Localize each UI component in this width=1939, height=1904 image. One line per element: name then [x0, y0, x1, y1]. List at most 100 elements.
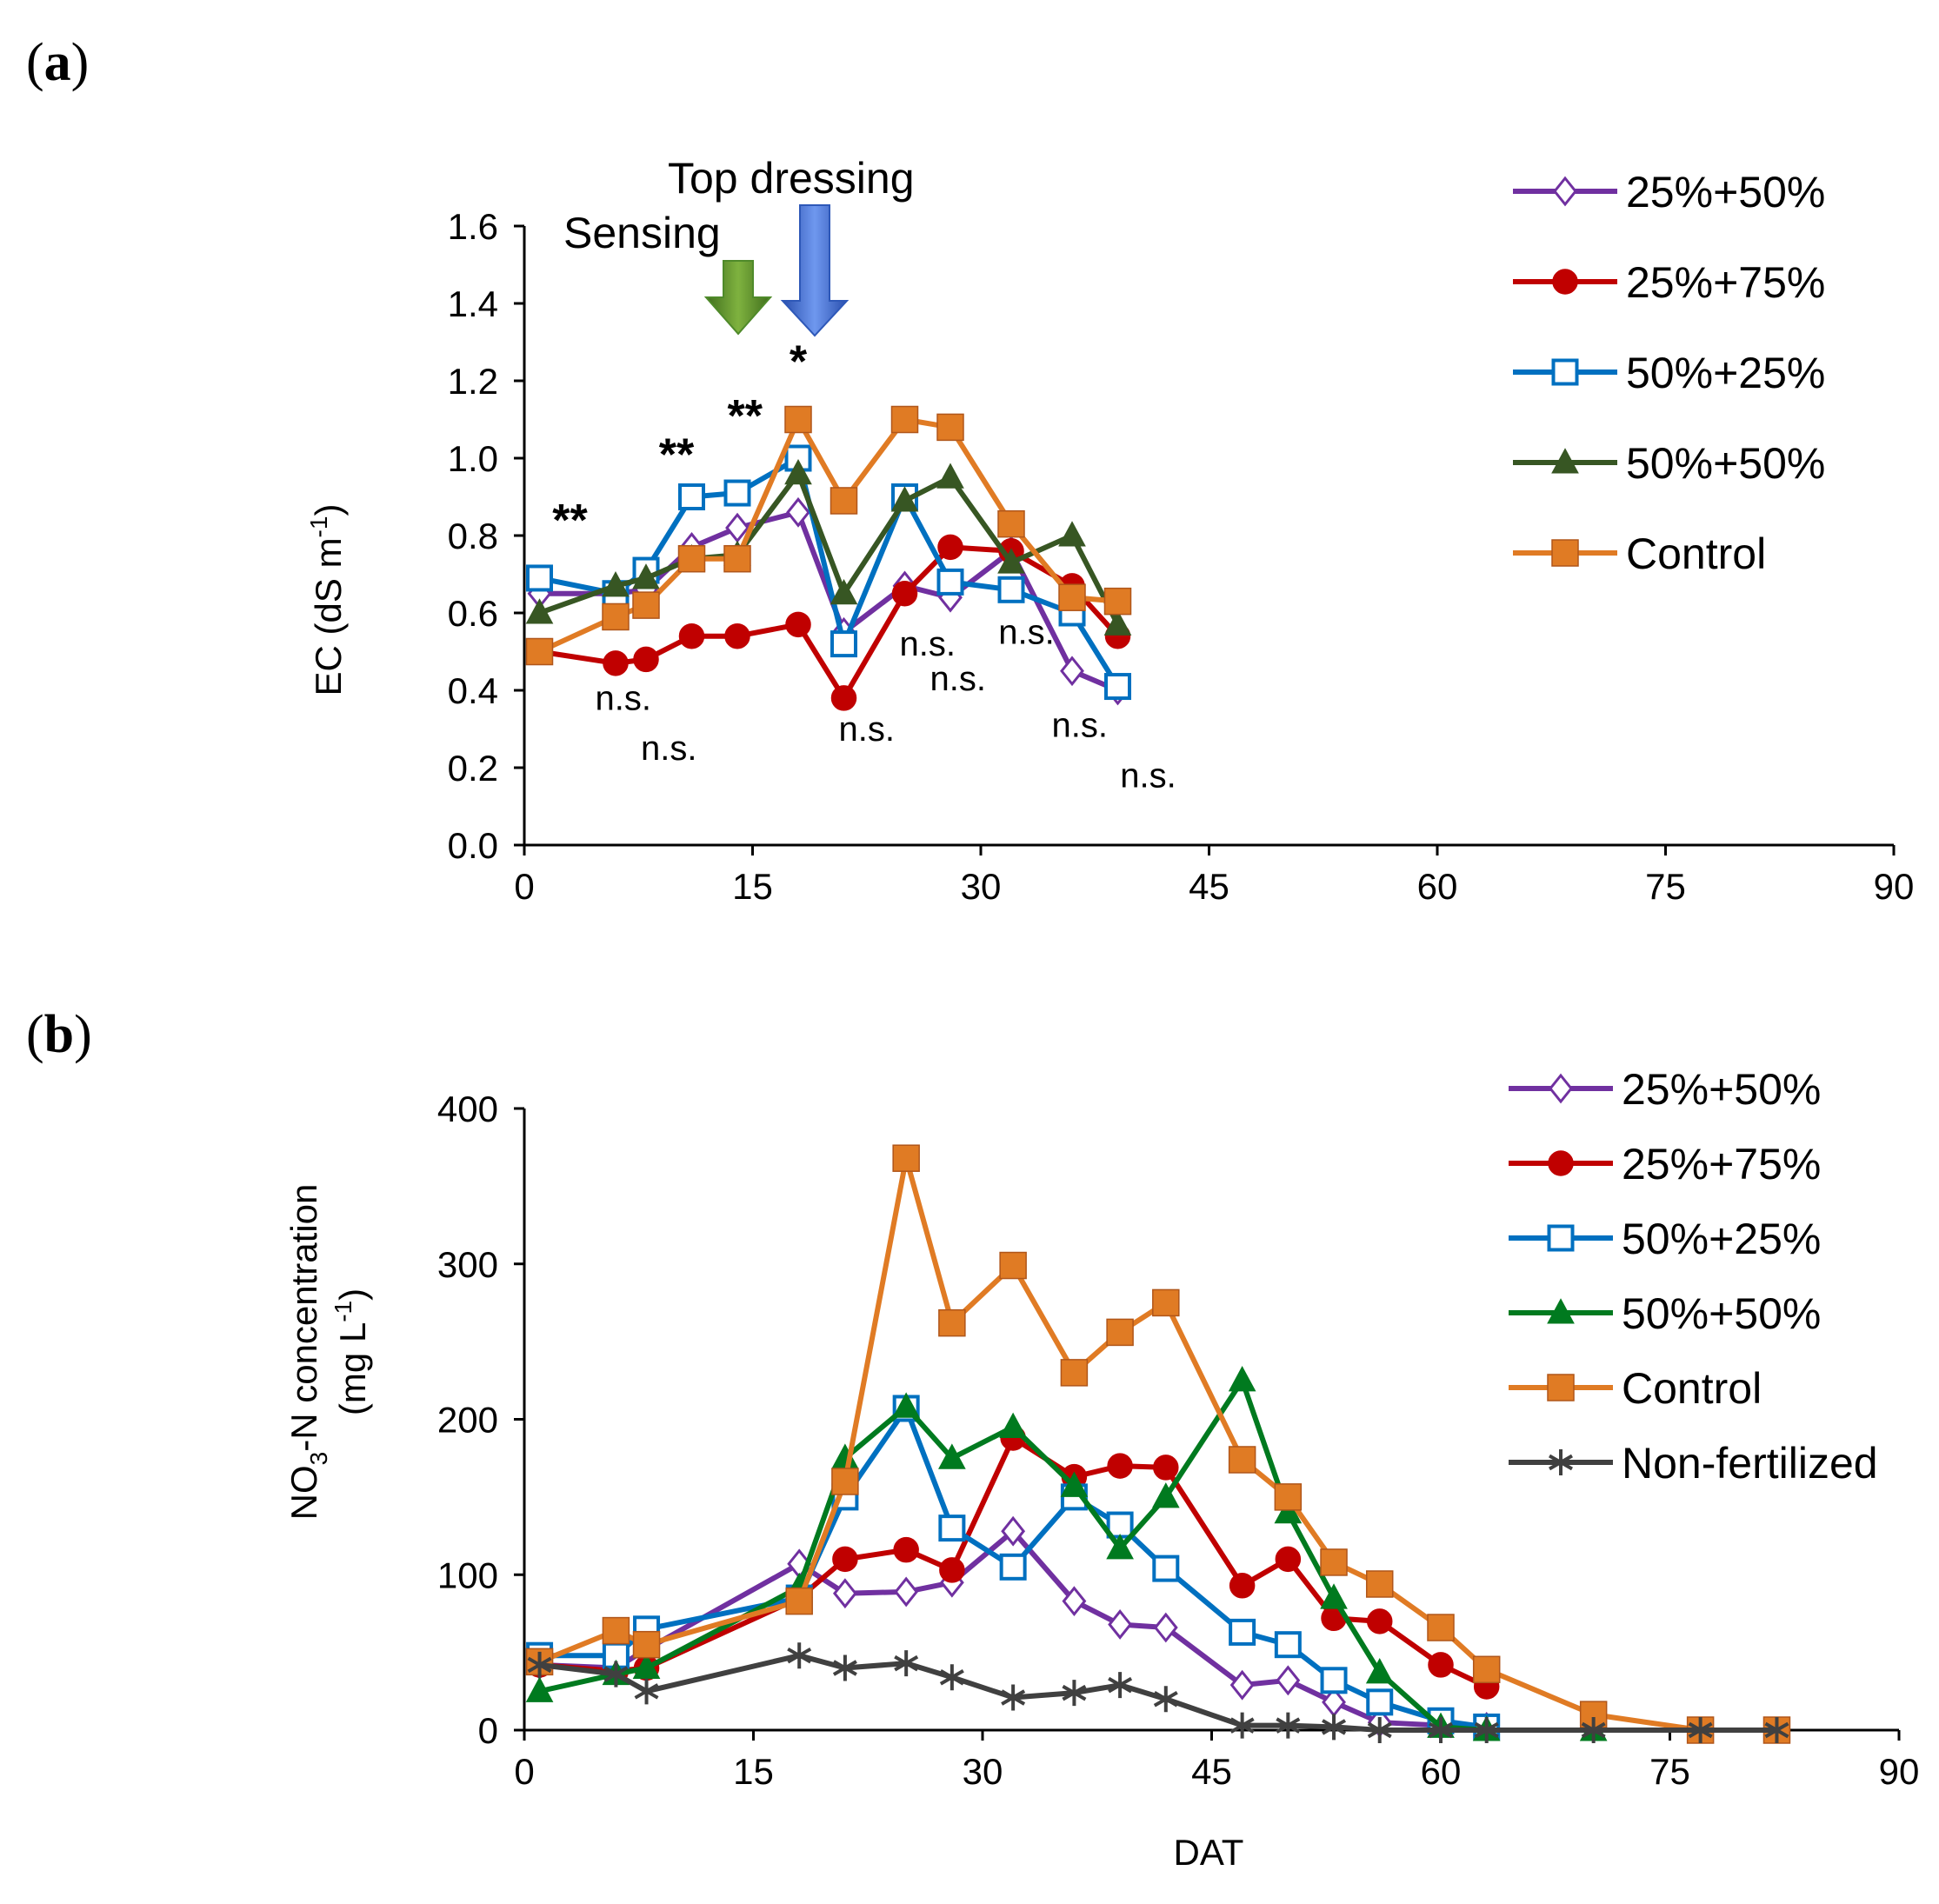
legend-marker — [1547, 1224, 1575, 1252]
data-point — [1060, 656, 1084, 687]
legend-marker — [1547, 1374, 1575, 1401]
data-point — [1062, 1586, 1087, 1617]
legend-label: 25%+75% — [1622, 1140, 1821, 1188]
panel-a-significance: *******n.s.n.s.n.s.n.s.n.s.n.s.n.s.n.s. — [552, 337, 1176, 796]
data-point — [894, 1576, 919, 1608]
data-point — [1276, 1712, 1301, 1739]
panel-a-label: (a) — [26, 33, 89, 92]
data-point — [1320, 1667, 1348, 1694]
y-tick-label: 0.0 — [448, 825, 498, 866]
sensing-label: Sensing — [563, 209, 721, 257]
data-point — [1274, 1483, 1303, 1511]
data-point — [724, 622, 750, 649]
y-tick-label: 1.4 — [448, 283, 498, 324]
data-point — [1367, 1717, 1392, 1743]
data-point — [603, 1661, 629, 1688]
data-point — [1365, 1570, 1394, 1598]
not-significant-label: n.s. — [839, 710, 895, 749]
data-point — [785, 611, 811, 638]
data-point — [1229, 1618, 1256, 1646]
legend-label: 25%+50% — [1626, 168, 1825, 216]
legend-label: 50%+25% — [1622, 1215, 1821, 1263]
legend-label: Non-fertilized — [1622, 1439, 1878, 1488]
data-point — [937, 534, 963, 561]
data-point — [891, 581, 918, 607]
legend-entry: Control — [1513, 529, 1766, 578]
data-point — [1229, 1712, 1255, 1739]
data-point — [832, 1654, 857, 1681]
not-significant-label: n.s. — [900, 625, 956, 663]
data-point — [1429, 1717, 1453, 1743]
data-point — [1058, 521, 1086, 547]
y-tick-label: 1.0 — [448, 438, 498, 479]
legend-marker — [1551, 539, 1579, 567]
legend-entry: 25%+50% — [1509, 1065, 1821, 1114]
significance-stars: ** — [728, 391, 763, 442]
not-significant-label: n.s. — [1052, 706, 1108, 744]
y-tick-label: 1.2 — [448, 361, 498, 402]
data-point — [602, 1616, 630, 1645]
top-dressing-label: Top dressing — [668, 154, 915, 203]
panel-a: (a) 0.0 0.2 0.4 0.6 0.8 1.0 1.2 1.4 1.6 0 15 30 45 60… — [26, 33, 1914, 907]
data-point — [938, 1443, 966, 1469]
legend-entry: Non-fertilized — [1509, 1439, 1878, 1488]
data-point — [936, 463, 964, 489]
data-point — [1152, 1554, 1180, 1582]
data-point — [602, 602, 630, 631]
data-point — [938, 1308, 966, 1337]
x-tick-label: 30 — [961, 866, 1002, 907]
data-point — [527, 1651, 552, 1678]
legend-marker — [1549, 1073, 1573, 1104]
data-point — [1428, 1652, 1454, 1678]
data-point — [1322, 1714, 1347, 1741]
data-point — [1472, 1655, 1501, 1684]
data-point — [1366, 1688, 1394, 1716]
legend-label: 50%+25% — [1626, 349, 1825, 397]
panel-a-series — [525, 405, 1132, 711]
data-point — [632, 591, 660, 619]
x-tick-label: 30 — [963, 1751, 1003, 1792]
data-point — [602, 571, 630, 597]
data-point — [1320, 1548, 1348, 1576]
data-point — [786, 496, 810, 528]
data-point — [723, 479, 751, 507]
legend-label: 25%+50% — [1622, 1065, 1821, 1114]
data-point — [830, 685, 857, 711]
data-point — [632, 1630, 661, 1659]
data-point — [1275, 1546, 1302, 1573]
data-point — [1106, 1511, 1134, 1539]
data-point — [832, 1578, 857, 1609]
not-significant-label: n.s. — [998, 614, 1054, 652]
y-tick-label: 400 — [437, 1088, 498, 1129]
not-significant-label: n.s. — [1120, 756, 1176, 795]
data-point — [939, 1557, 965, 1583]
legend-marker — [1548, 1150, 1574, 1176]
legend-entry: 25%+75% — [1509, 1140, 1821, 1188]
data-point — [1229, 1669, 1255, 1701]
data-point — [1001, 1684, 1026, 1711]
y-tick-label: 200 — [437, 1400, 498, 1441]
series-line — [538, 1155, 1777, 1733]
data-point — [894, 1650, 919, 1677]
data-point — [634, 1678, 659, 1705]
data-point — [1106, 1318, 1134, 1347]
data-point — [1320, 1583, 1348, 1609]
x-tick-label: 45 — [1191, 1751, 1232, 1792]
data-point — [633, 646, 659, 673]
panel-a-ylabel: EC (dS m-1) — [305, 504, 349, 696]
legend-entry: 50%+50% — [1513, 439, 1825, 488]
x-tick-label: 15 — [732, 866, 773, 907]
panel-a-axes: 0.0 0.2 0.4 0.6 0.8 1.0 1.2 1.4 1.6 0 15 30 45 60 75 90 — [448, 206, 1915, 907]
data-point — [890, 486, 919, 512]
data-point — [892, 1144, 920, 1172]
legend-marker — [1553, 176, 1577, 207]
data-point — [997, 548, 1025, 574]
data-point — [525, 598, 554, 624]
legend-label: Control — [1622, 1364, 1762, 1413]
data-point — [1104, 673, 1131, 701]
data-point — [1107, 1453, 1133, 1479]
x-tick-label: 75 — [1645, 866, 1686, 907]
data-point — [939, 1664, 964, 1691]
data-point — [1427, 1614, 1455, 1641]
